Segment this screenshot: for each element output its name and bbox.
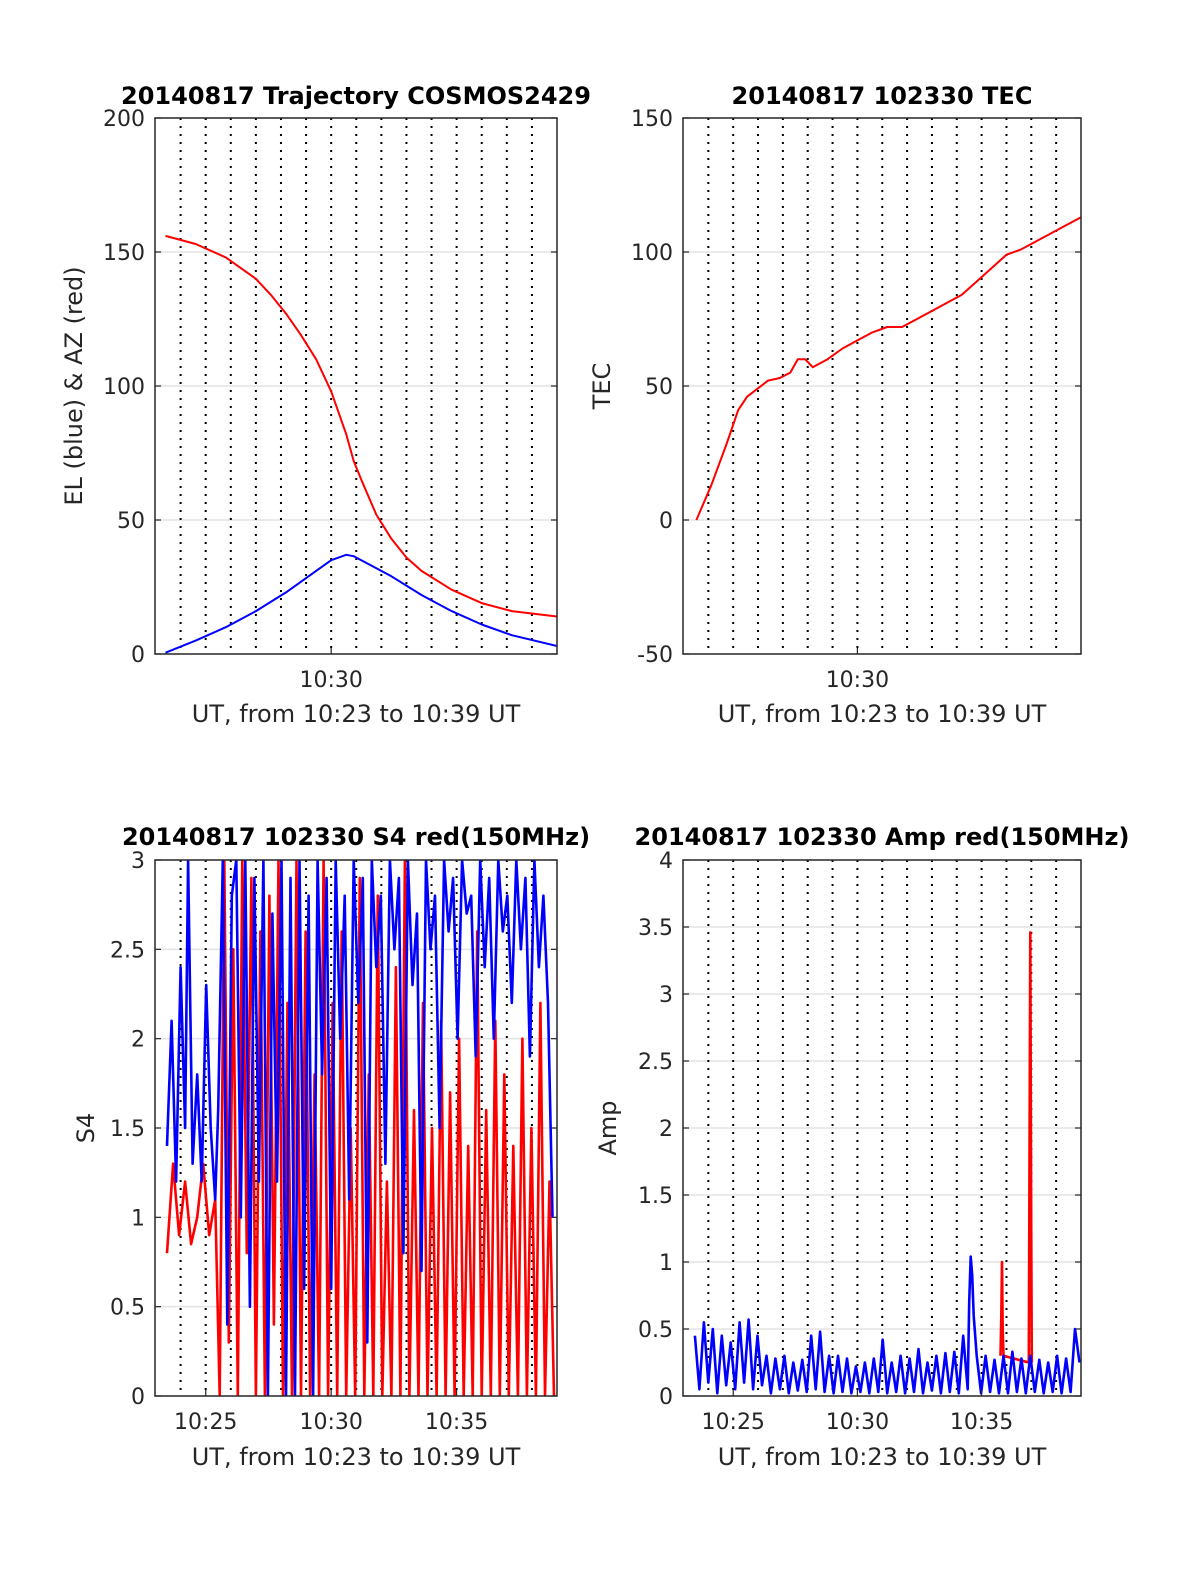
tec-axes-box xyxy=(682,117,1082,655)
s4-ytick-label: 3 xyxy=(131,849,145,874)
s4-axes-box xyxy=(154,859,558,1397)
trajectory-ytick-label: 50 xyxy=(117,509,145,534)
trajectory-chart: 20140817 Trajectory COSMOS2429 UT, from … xyxy=(60,82,591,728)
tec-series-0 xyxy=(695,216,1081,521)
s4-chart: 20140817 102330 S4 red(150MHz) UT, from … xyxy=(72,823,590,1471)
amp-xlabel: UT, from 10:23 to 10:39 UT xyxy=(718,1443,1047,1471)
s4-ytick-label: 2 xyxy=(131,1028,145,1053)
trajectory-ytick-label: 100 xyxy=(103,375,145,400)
amp-xtick-label: 10:35 xyxy=(950,1410,1013,1435)
tec-ytick-label: -50 xyxy=(637,643,673,668)
s4-ytick-label: 1 xyxy=(131,1206,145,1231)
s4-ytick-label: 2.5 xyxy=(110,938,145,963)
amp-ytick-label: 1 xyxy=(659,1251,673,1276)
amp-ytick-label: 2 xyxy=(659,1117,673,1142)
trajectory-title: 20140817 Trajectory COSMOS2429 xyxy=(121,82,591,110)
tec-ytick-label: 0 xyxy=(659,509,673,534)
trajectory-ylabel: EL (blue) & AZ (red) xyxy=(60,266,88,505)
amp-series-0 xyxy=(999,931,1034,1364)
trajectory-ytick-label: 200 xyxy=(103,107,145,132)
s4-ytick-label: 1.5 xyxy=(110,1117,145,1142)
amp-ytick-label: 2.5 xyxy=(638,1050,673,1075)
trajectory-ytick-label: 150 xyxy=(103,241,145,266)
amp-xtick-label: 10:30 xyxy=(826,1410,889,1435)
tec-title: 20140817 102330 TEC xyxy=(732,82,1033,110)
tec-xlabel: UT, from 10:23 to 10:39 UT xyxy=(718,700,1047,728)
s4-title: 20140817 102330 S4 red(150MHz) xyxy=(122,823,590,851)
s4-xtick-label: 10:35 xyxy=(425,1410,488,1435)
amp-title: 20140817 102330 Amp red(150MHz) xyxy=(635,823,1130,851)
trajectory-axes-box xyxy=(154,117,558,655)
amp-ytick-label: 4 xyxy=(659,849,673,874)
tec-ytick-label: 50 xyxy=(645,375,673,400)
tec-ylabel: TEC xyxy=(588,363,616,411)
s4-ylabel: S4 xyxy=(72,1113,100,1144)
s4-series-1 xyxy=(165,860,554,1396)
amp-ytick-label: 0 xyxy=(659,1385,673,1410)
tec-chart: 20140817 102330 TEC UT, from 10:23 to 10… xyxy=(588,82,1082,728)
s4-xlabel: UT, from 10:23 to 10:39 UT xyxy=(192,1443,521,1471)
amp-ytick-label: 3 xyxy=(659,983,673,1008)
amp-ytick-label: 0.5 xyxy=(638,1318,673,1343)
trajectory-series-1 xyxy=(165,553,557,654)
s4-xtick-label: 10:30 xyxy=(299,1410,362,1435)
amp-ytick-label: 3.5 xyxy=(638,916,673,941)
amp-ytick-label: 1.5 xyxy=(638,1184,673,1209)
trajectory-xlabel: UT, from 10:23 to 10:39 UT xyxy=(192,700,521,728)
trajectory-xtick-label: 10:30 xyxy=(299,668,362,693)
s4-xtick-label: 10:25 xyxy=(174,1410,237,1435)
amp-series-1 xyxy=(693,1255,1081,1395)
amp-axes-box xyxy=(682,859,1082,1397)
s4-ytick-label: 0.5 xyxy=(110,1296,145,1321)
amp-chart: 20140817 102330 Amp red(150MHz) UT, from… xyxy=(594,823,1129,1471)
tec-ytick-label: 150 xyxy=(631,107,673,132)
trajectory-series-0 xyxy=(165,234,557,618)
s4-ytick-label: 0 xyxy=(131,1385,145,1410)
trajectory-ytick-label: 0 xyxy=(131,643,145,668)
amp-ylabel: Amp xyxy=(594,1100,622,1155)
tec-xtick-label: 10:30 xyxy=(826,668,889,693)
tec-ytick-label: 100 xyxy=(631,241,673,266)
amp-xtick-label: 10:25 xyxy=(702,1410,765,1435)
